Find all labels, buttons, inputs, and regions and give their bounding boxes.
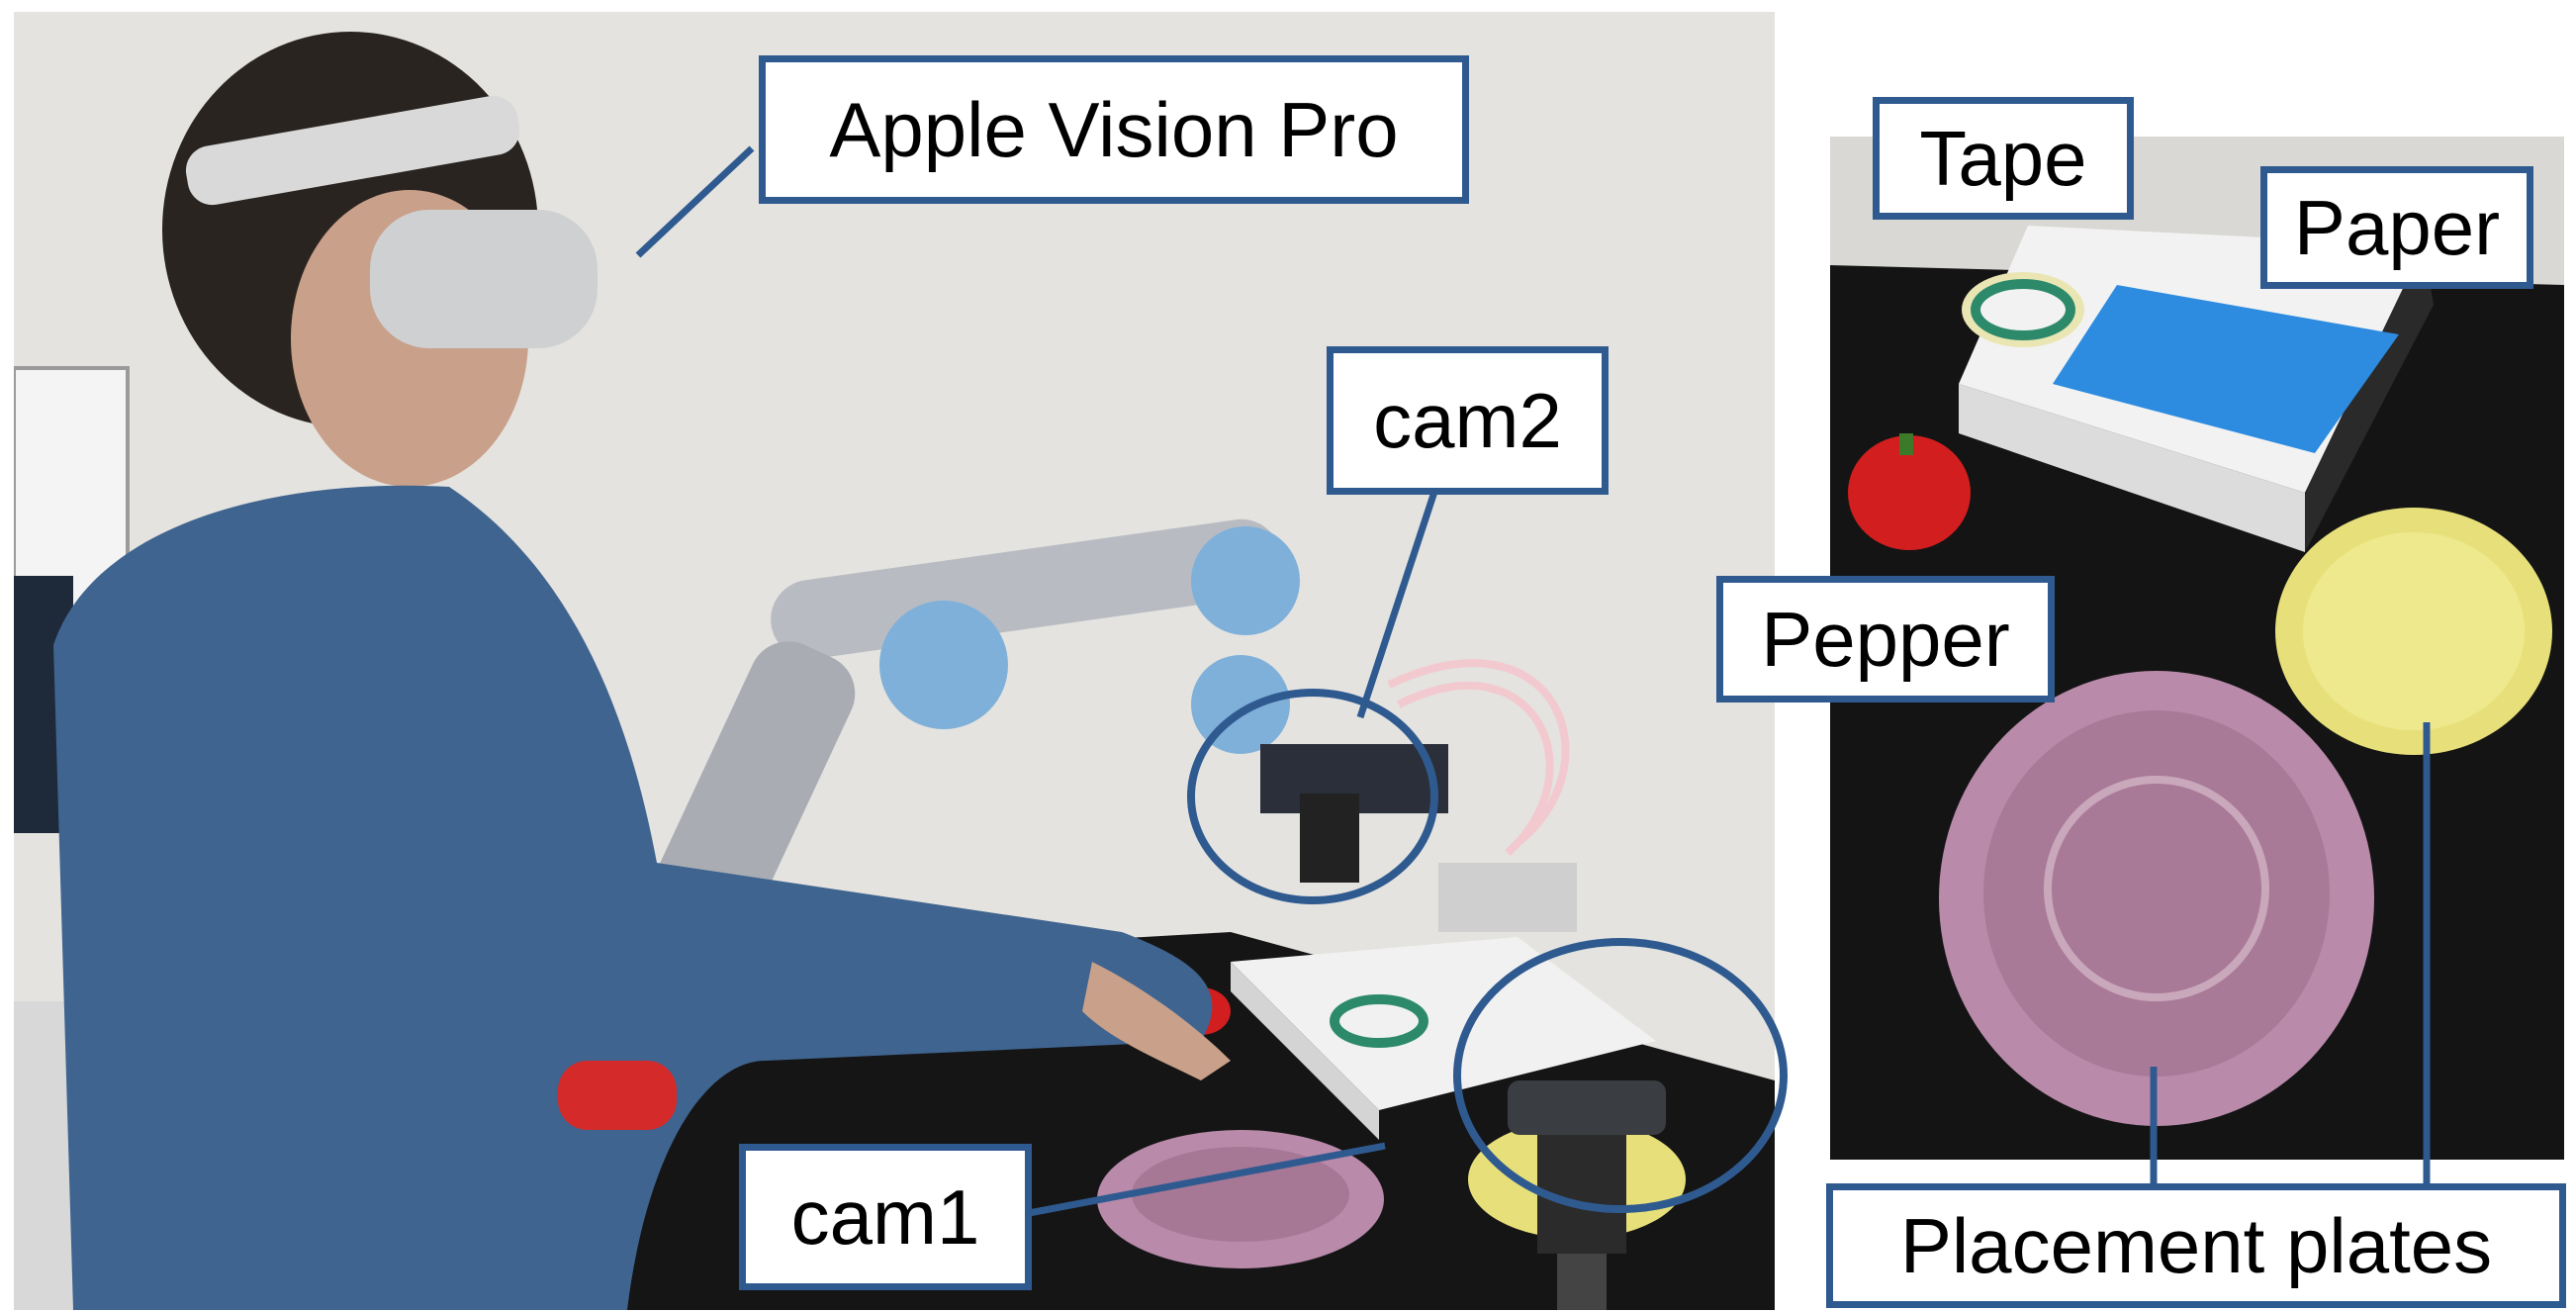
- paper-box: [1231, 937, 1656, 1110]
- robot-fingers: [1438, 863, 1577, 932]
- tape-roll: [1330, 994, 1428, 1048]
- person-hand: [1082, 962, 1231, 1080]
- teleoperation-photo: [14, 12, 1775, 1310]
- cam2-circle: [1187, 689, 1438, 904]
- headset-device: [370, 210, 598, 348]
- headset-pointer: [635, 145, 755, 258]
- cam2-pointer: [1356, 490, 1438, 719]
- blue-paper: [2053, 285, 2399, 453]
- camera-body: [1508, 1080, 1666, 1135]
- apple-vision-pro-label: Apple Vision Pro: [759, 55, 1469, 204]
- wrist-camera: [1300, 794, 1359, 883]
- placement-plates-label: Placement plates: [1826, 1183, 2566, 1308]
- pepper-label: Pepper: [1716, 576, 2055, 703]
- pepper: [1848, 435, 1971, 550]
- robot-joint: [879, 601, 1008, 729]
- cam2-label: cam2: [1327, 346, 1609, 495]
- headset-strap: [185, 95, 520, 206]
- paper-label: Paper: [2260, 166, 2533, 289]
- tape-label: Tape: [1873, 97, 2134, 220]
- controller: [558, 1061, 677, 1130]
- person-shirt: [53, 485, 1213, 1310]
- teleoperation-scene: [14, 12, 1775, 1310]
- cam1-pointer: [1028, 1142, 1386, 1217]
- cam1-label: cam1: [739, 1144, 1032, 1290]
- cam1-circle: [1453, 938, 1788, 1213]
